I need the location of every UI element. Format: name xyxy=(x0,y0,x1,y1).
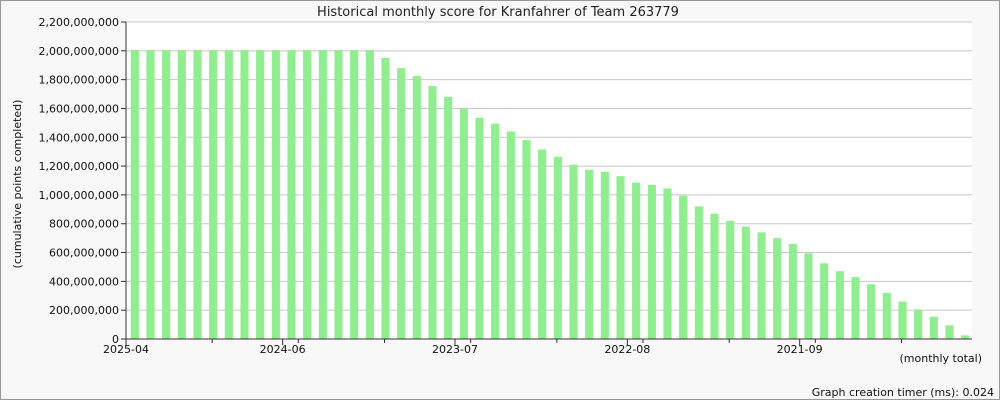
bar xyxy=(256,50,265,340)
bar xyxy=(585,169,594,339)
y-tick-label: 800,000,000 xyxy=(49,218,119,231)
bar xyxy=(553,156,562,339)
y-tick-label: 400,000,000 xyxy=(49,275,119,288)
bar xyxy=(694,206,703,339)
bar xyxy=(663,188,672,339)
bar xyxy=(365,50,374,340)
y-tick-label: 1,600,000,000 xyxy=(39,102,119,115)
x-tick-label: 2021-09 xyxy=(777,343,823,356)
bar xyxy=(412,76,421,339)
bar xyxy=(961,335,970,339)
plot-area xyxy=(126,22,972,339)
footer-timer: Graph creation timer (ms): 0.024 xyxy=(812,386,994,399)
y-tick-label: 1,200,000,000 xyxy=(39,160,119,173)
x-axis-label: (monthly total) xyxy=(900,352,983,365)
bar xyxy=(710,213,719,339)
y-tick-label: 1,400,000,000 xyxy=(39,131,119,144)
bar xyxy=(538,149,547,339)
grid-lines xyxy=(126,21,972,339)
x-tick-label: 2022-08 xyxy=(604,343,650,356)
bar xyxy=(804,253,813,339)
bar xyxy=(898,301,907,339)
bar xyxy=(271,50,280,340)
y-tick-label: 2,000,000,000 xyxy=(39,45,119,58)
bar xyxy=(287,50,296,340)
x-tick-label: 2023-07 xyxy=(432,343,478,356)
bar xyxy=(929,316,938,339)
bar xyxy=(726,220,735,339)
bar xyxy=(475,117,484,339)
bar xyxy=(318,50,327,340)
bar xyxy=(773,238,782,339)
y-tick-label: 0 xyxy=(112,333,119,346)
bar xyxy=(569,164,578,339)
bar xyxy=(303,50,312,340)
bar xyxy=(788,243,797,339)
bar xyxy=(130,50,139,340)
bar xyxy=(600,171,609,339)
axes xyxy=(121,21,972,345)
bar xyxy=(647,184,656,339)
bars xyxy=(130,50,970,340)
x-tick-label: 2025-04 xyxy=(103,343,149,356)
x-tick-labels: 2025-04 2024-06 2023-07 2022-08 2021-09 xyxy=(103,343,823,356)
y-tick-label: 2,200,000,000 xyxy=(39,16,119,29)
bar xyxy=(224,50,233,340)
bar xyxy=(882,292,891,339)
bar xyxy=(491,123,500,339)
y-tick-labels: 0 200,000,000 400,000,000 600,000,000 800,00… xyxy=(39,16,119,346)
bar xyxy=(397,68,406,339)
bar xyxy=(757,232,766,339)
y-tick-label: 1,000,000,000 xyxy=(39,189,119,202)
y-tick-label: 200,000,000 xyxy=(49,304,119,317)
bar xyxy=(146,50,155,340)
bar xyxy=(835,271,844,339)
bar xyxy=(177,50,186,340)
y-tick-label: 1,800,000,000 xyxy=(39,74,119,87)
bar xyxy=(162,50,171,340)
bar xyxy=(820,263,829,339)
bar xyxy=(240,50,249,340)
bar xyxy=(851,277,860,339)
bar xyxy=(914,309,923,339)
y-tick-label: 600,000,000 xyxy=(49,247,119,260)
bar xyxy=(741,226,750,339)
y-axis-label: (cumulative points completed) xyxy=(11,100,24,269)
x-tick-label: 2024-06 xyxy=(260,343,306,356)
bar xyxy=(350,50,359,340)
bar xyxy=(381,58,390,339)
bar xyxy=(506,131,515,339)
bar xyxy=(945,325,954,339)
bar xyxy=(867,284,876,339)
bar xyxy=(428,86,437,339)
bar xyxy=(459,108,468,339)
bar xyxy=(334,50,343,340)
bar xyxy=(679,195,688,339)
chart-title: Historical monthly score for Kranfahrer … xyxy=(317,5,679,20)
bar xyxy=(522,140,531,339)
bar xyxy=(444,96,453,339)
bar xyxy=(209,50,218,340)
bar xyxy=(632,182,641,339)
bar xyxy=(193,50,202,340)
bar xyxy=(616,176,625,339)
